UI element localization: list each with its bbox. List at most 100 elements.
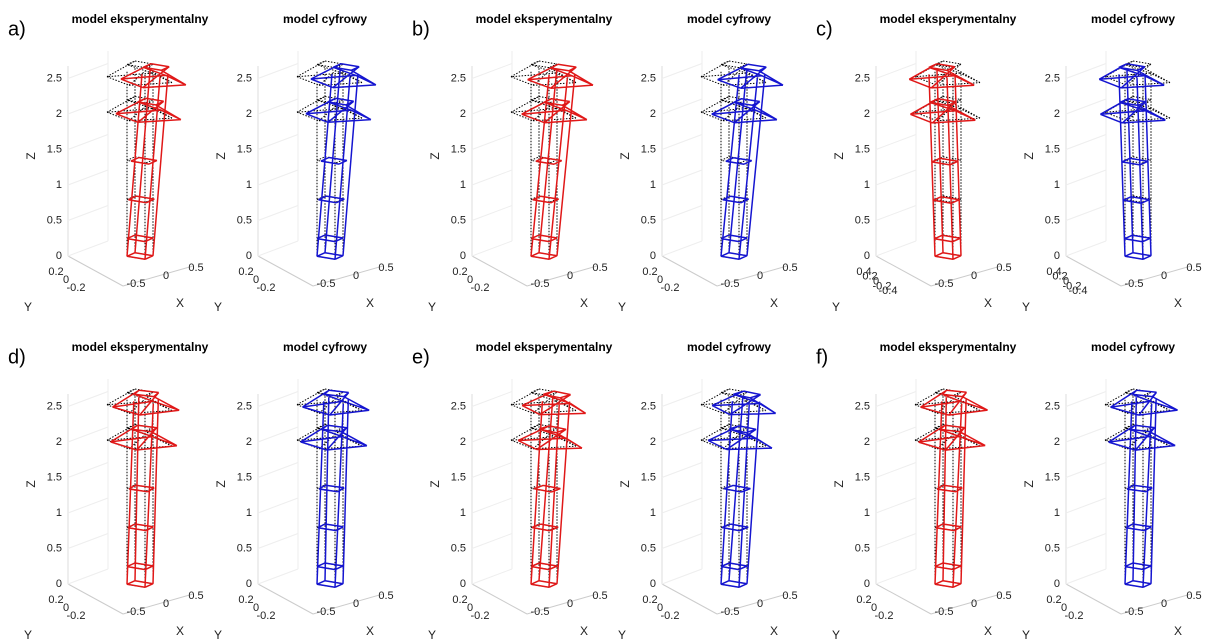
y-tick-label: -0.4 xyxy=(1069,285,1088,297)
z-tick-label: 2 xyxy=(460,108,466,120)
x-tick-label: -0.5 xyxy=(531,278,550,290)
y-tick-label: -0.2 xyxy=(471,282,490,294)
y-tick-label: 0 xyxy=(871,602,877,614)
z-tick-label: 1.5 xyxy=(855,143,870,155)
x-tick-label: 0.5 xyxy=(592,262,607,274)
x-tick-label: 0 xyxy=(353,598,359,610)
z-axis-label: Z xyxy=(1022,152,1036,159)
y-tick-label: 0.2 xyxy=(238,594,253,606)
z-tick-label: 1 xyxy=(246,179,252,191)
y-axis-label: Y xyxy=(214,300,222,314)
z-tick-label: 2 xyxy=(56,436,62,448)
z-tick-label: 1.5 xyxy=(47,471,62,483)
x-tick-label: 0 xyxy=(1161,598,1167,610)
y-tick-label: 0 xyxy=(873,276,879,288)
y-tick-label: 0 xyxy=(1061,602,1067,614)
z-tick-label: 2.5 xyxy=(641,400,656,412)
plot-title: model cyfrowy xyxy=(687,12,771,26)
x-axis-label: X xyxy=(984,624,992,638)
plot-title: model eksperymentalny xyxy=(880,12,1017,26)
grid-line xyxy=(1065,426,1107,443)
x-tick-label: 0 xyxy=(1161,270,1167,282)
axis-line xyxy=(1065,255,1122,287)
x-tick-label: 0 xyxy=(163,270,169,282)
grid-line xyxy=(67,426,109,443)
z-tick-label: 2.5 xyxy=(451,400,466,412)
grid-line xyxy=(471,462,513,478)
grid-line xyxy=(257,533,299,549)
z-tick-label: 1.5 xyxy=(451,471,466,483)
x-tick-label: -0.5 xyxy=(127,278,146,290)
axis-line xyxy=(67,583,124,615)
y-tick-label: 0.2 xyxy=(48,266,63,278)
x-axis-label: X xyxy=(770,296,778,310)
x-tick-label: 0 xyxy=(353,270,359,282)
grid-line xyxy=(1065,98,1107,115)
y-tick-label: 0.2 xyxy=(452,594,467,606)
x-tick-label: 0.5 xyxy=(188,262,203,274)
grid-line xyxy=(875,533,917,549)
panel-label: d) xyxy=(8,346,26,368)
x-tick-label: -0.5 xyxy=(935,606,954,618)
x-axis-label: X xyxy=(984,296,992,310)
grid-line xyxy=(471,169,513,186)
z-axis-label: Z xyxy=(618,480,632,487)
grid-line xyxy=(875,497,917,514)
plot-title: model cyfrowy xyxy=(1091,340,1175,354)
axis-line xyxy=(1065,583,1122,615)
z-tick-label: 0 xyxy=(56,250,62,262)
grid-line xyxy=(875,98,917,115)
y-tick-label: 0.2 xyxy=(1046,594,1061,606)
mode-wireframe xyxy=(305,62,377,261)
z-tick-label: 2.5 xyxy=(237,72,252,84)
z-tick-label: 0.5 xyxy=(855,214,870,226)
x-tick-label: -0.5 xyxy=(935,278,954,290)
grid-line xyxy=(471,533,513,549)
x-tick-label: 0 xyxy=(567,598,573,610)
y-tick-label: -0.4 xyxy=(879,285,898,297)
axis-line xyxy=(661,255,718,287)
mode-wireframe xyxy=(1098,63,1166,261)
axis-line xyxy=(716,265,788,287)
z-tick-label: 1 xyxy=(864,179,870,191)
grid-line xyxy=(1065,240,1107,257)
z-tick-label: 0 xyxy=(246,250,252,262)
y-tick-label: 0.4 xyxy=(856,266,871,278)
z-tick-label: 1.5 xyxy=(855,471,870,483)
x-tick-label: 0.5 xyxy=(378,590,393,602)
grid-line xyxy=(661,391,703,407)
grid-line xyxy=(661,240,703,257)
z-tick-label: 2.5 xyxy=(1045,72,1060,84)
plot-title: model cyfrowy xyxy=(687,340,771,354)
z-tick-label: 2.5 xyxy=(451,72,466,84)
y-tick-label: 0 xyxy=(657,602,663,614)
z-tick-label: 1 xyxy=(650,507,656,519)
z-tick-label: 0 xyxy=(460,578,466,590)
grid-line xyxy=(661,98,703,115)
grid-line xyxy=(471,63,513,79)
axis-line xyxy=(930,265,1002,287)
grid-line xyxy=(875,391,917,407)
grid-line xyxy=(67,391,109,407)
y-axis-label: Y xyxy=(618,628,626,642)
y-tick-label: 0.2 xyxy=(862,271,877,283)
x-tick-label: -0.5 xyxy=(127,606,146,618)
z-axis-label: Z xyxy=(1022,480,1036,487)
grid-line xyxy=(1065,134,1107,150)
z-tick-label: 2.5 xyxy=(47,72,62,84)
axis-line xyxy=(875,255,932,287)
y-tick-label: 0 xyxy=(1063,276,1069,288)
x-tick-label: -0.5 xyxy=(317,606,336,618)
z-tick-label: 1.5 xyxy=(237,143,252,155)
x-axis-label: X xyxy=(176,296,184,310)
panel-label: e) xyxy=(412,346,430,368)
grid-line xyxy=(661,497,703,514)
axis-line xyxy=(930,593,1002,615)
mode-wireframe xyxy=(711,63,784,261)
y-tick-label: 0.2 xyxy=(48,594,63,606)
axis-line xyxy=(312,593,384,615)
z-tick-label: 2 xyxy=(650,436,656,448)
grid-line xyxy=(257,134,299,150)
grid-line xyxy=(1065,497,1107,514)
